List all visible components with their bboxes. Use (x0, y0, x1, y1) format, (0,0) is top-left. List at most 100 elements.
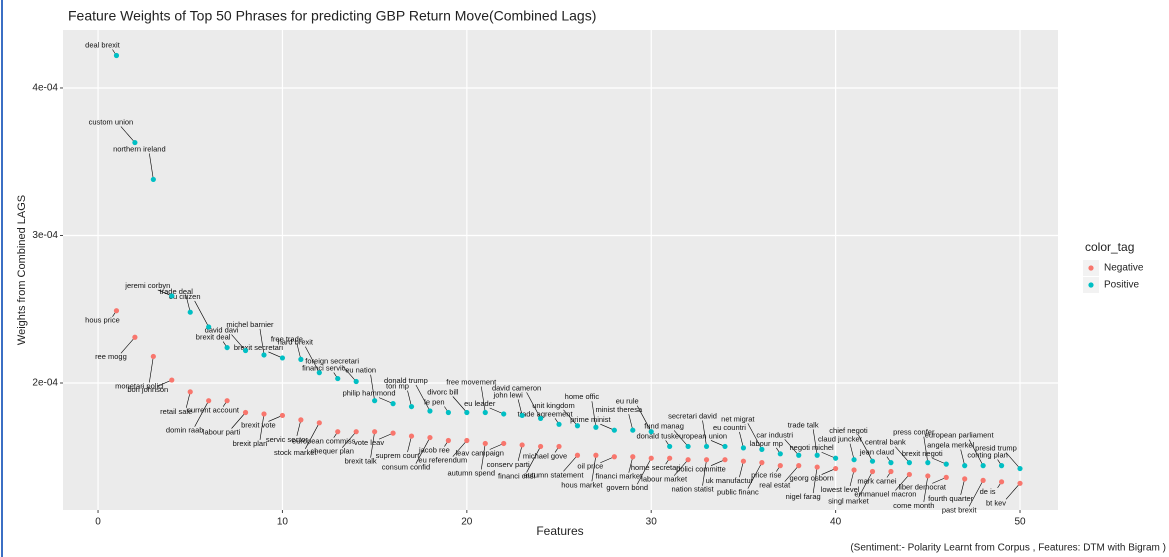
point (390, 430, 396, 436)
point-label: de is (980, 487, 996, 496)
point-label: eu countri (713, 423, 746, 432)
y-tick-label: 3e-04 (32, 230, 58, 241)
point (703, 457, 710, 463)
point (427, 408, 433, 414)
label-leader (415, 437, 431, 464)
point-label: trade deal (160, 287, 194, 296)
point-label: stock market (274, 448, 317, 457)
label-leader (149, 356, 154, 383)
point (519, 442, 525, 448)
point (132, 139, 138, 146)
point (372, 429, 378, 435)
point-label: uk manufactur (706, 476, 754, 485)
point-label: minist theresa (595, 405, 643, 414)
label-leader (812, 429, 818, 456)
point (261, 411, 267, 417)
point-label: le pen (424, 397, 444, 406)
label-leader (702, 420, 707, 447)
point (740, 458, 747, 464)
x-tick-label: 50 (1014, 517, 1026, 528)
point (150, 176, 156, 183)
point-label: nation statist (671, 485, 714, 494)
label-leader (185, 296, 191, 313)
point-label: chequer plan (311, 447, 354, 456)
plot-panel (63, 30, 1058, 510)
label-leader (480, 386, 486, 413)
label-leader (370, 374, 375, 401)
label-leader (784, 439, 799, 456)
label-leader (517, 399, 523, 416)
y-tick-label: 2e-04 (32, 378, 58, 389)
label-leader (628, 414, 634, 431)
point-label: michel barnier (226, 320, 274, 329)
point-label: press confer (893, 428, 935, 437)
label-leader (296, 419, 302, 436)
point-label: tori mp (386, 382, 409, 391)
point-label: free trade (271, 334, 303, 343)
point (427, 434, 433, 441)
chart-title: Feature Weights of Top 50 Phrases for pr… (68, 8, 596, 24)
label-leader (636, 458, 652, 485)
point-label: michael gove (523, 451, 567, 460)
point (722, 457, 728, 463)
point-label: northern ireland (113, 144, 166, 153)
point-label: labour parti (203, 427, 241, 436)
point-label: brexit talk (345, 457, 377, 466)
label-leader (739, 461, 744, 478)
y-axis-label: Weights from Combined LAGS (16, 195, 28, 345)
label-leader (231, 334, 246, 351)
point-label: labour mp (750, 439, 783, 448)
label-leader (517, 444, 523, 462)
point-label: claud juncker (818, 435, 863, 444)
point (1017, 480, 1023, 486)
label-leader (923, 436, 929, 463)
point-label: price rise (751, 471, 781, 480)
point-label: philip hammond (343, 389, 396, 398)
point-label: eu leader (464, 399, 496, 408)
point (187, 309, 193, 315)
legend-label: Positive (1104, 280, 1139, 291)
label-leader (591, 401, 597, 428)
point-label: conserv parti (487, 460, 530, 469)
point (962, 476, 968, 482)
point (316, 370, 322, 376)
label-leader (1005, 452, 1021, 469)
point (464, 409, 470, 416)
label-leader (194, 400, 209, 427)
point (445, 437, 451, 444)
point-label: ree mogg (95, 352, 127, 361)
point (648, 429, 654, 435)
point (630, 454, 636, 460)
point (519, 412, 525, 419)
point-label: leav campaign (456, 448, 504, 457)
point-label: custom union (89, 118, 134, 127)
point (943, 461, 949, 467)
point (335, 429, 341, 435)
point (242, 347, 249, 354)
point (888, 468, 894, 475)
point-label: govern bond (606, 483, 648, 492)
point (261, 352, 267, 358)
point-label: donald trump (384, 376, 428, 385)
label-leader (194, 300, 209, 328)
point (187, 389, 193, 395)
point-label: jean claud (859, 448, 894, 457)
point (279, 412, 286, 419)
point-label: brexit vote (241, 420, 276, 429)
label-leader (858, 471, 873, 498)
label-leader (407, 436, 412, 453)
label-leader (1005, 483, 1021, 500)
label-leader (849, 469, 855, 487)
point-label: fund manag (644, 421, 684, 430)
label-leader (673, 459, 689, 476)
y-tick-label: 4e-04 (32, 83, 58, 94)
point-label: monetari polici (115, 381, 164, 390)
point (685, 443, 691, 450)
point (833, 455, 839, 461)
point (316, 420, 322, 426)
label-leader (960, 478, 965, 495)
label-leader (341, 431, 357, 448)
label-leader (628, 456, 634, 473)
point (851, 467, 857, 473)
